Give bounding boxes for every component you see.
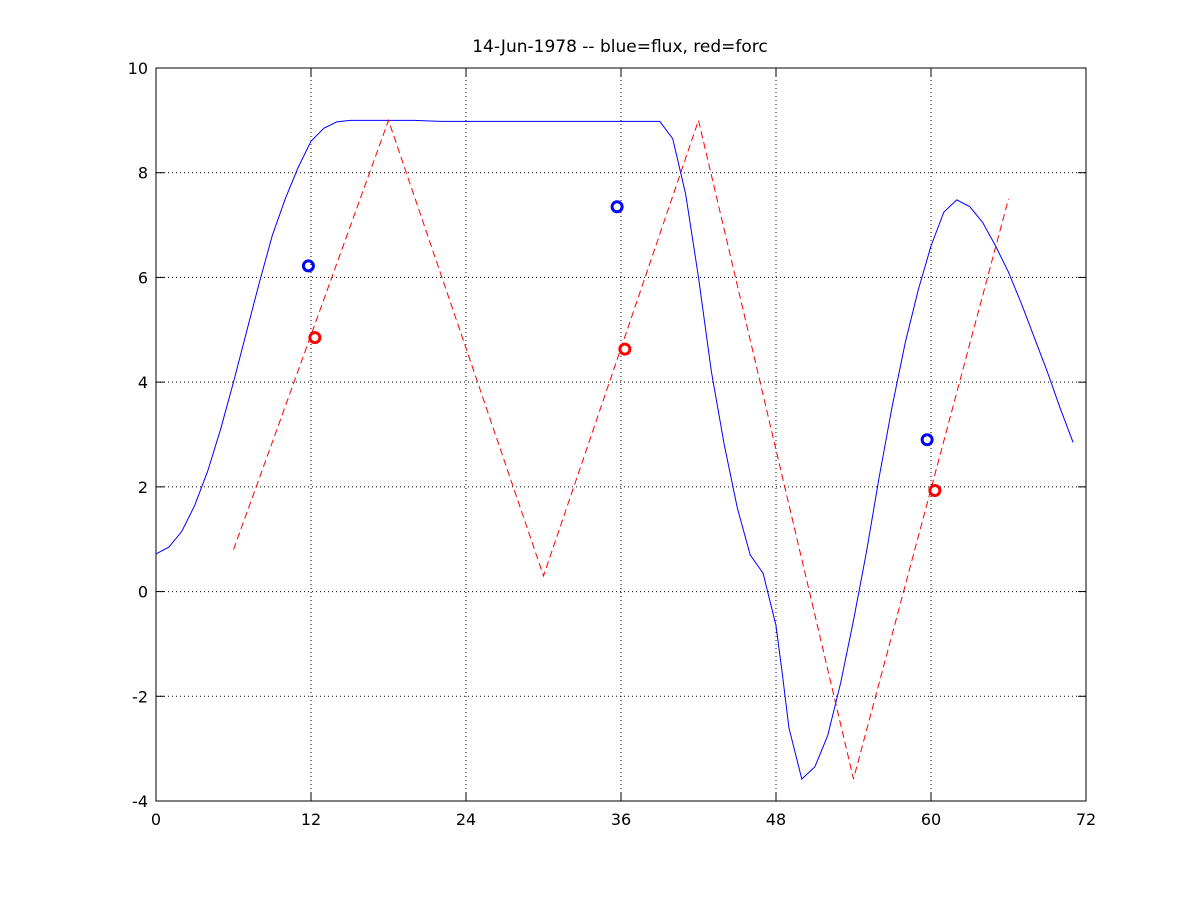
x-tick-label: 0 (151, 810, 161, 829)
y-tick-label: -4 (132, 792, 148, 811)
x-tick-label: 48 (766, 810, 786, 829)
y-tick-label: -2 (132, 687, 148, 706)
marker-point-flux (920, 433, 934, 447)
marker-point-forc (928, 484, 942, 498)
y-axis-tick-labels: -4 -2 0 2 4 6 8 10 (128, 59, 148, 811)
marker-point-forc (618, 342, 632, 356)
x-tick-label: 72 (1076, 810, 1096, 829)
plot-frame (155, 67, 1087, 802)
marker-point-flux (301, 259, 315, 273)
series-markers (301, 200, 942, 498)
marker-point-flux (610, 200, 624, 214)
x-tick-label: 60 (921, 810, 941, 829)
y-tick-label: 8 (138, 164, 148, 183)
x-tick-label: 36 (611, 810, 631, 829)
marker-point-forc (308, 331, 322, 345)
chart-title: 14-Jun-1978 -- blue=flux, red=forc (472, 37, 768, 57)
x-axis-tick-labels: 0 12 24 36 48 60 72 (151, 810, 1096, 829)
series-line-flux (155, 119, 1074, 780)
y-tick-label: 10 (128, 59, 148, 78)
x-tick-label: 24 (456, 810, 476, 829)
y-tick-label: 6 (138, 268, 148, 287)
y-tick-label: 0 (138, 583, 148, 602)
grid-lines (156, 68, 1086, 801)
y-tick-label: 2 (138, 478, 148, 497)
axis-ticks (155, 67, 1087, 802)
y-tick-label: 4 (138, 373, 148, 392)
series-lines (155, 118, 1074, 780)
x-tick-label: 12 (301, 810, 321, 829)
